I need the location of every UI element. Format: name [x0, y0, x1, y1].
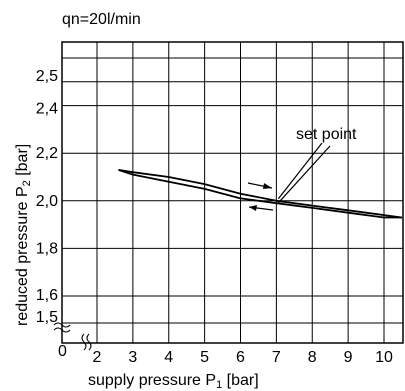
series-line: [118, 169, 403, 219]
plot-grid: [53, 41, 404, 351]
plot-frame: [61, 41, 404, 344]
x-tick-labels: 2 3 4 5 6 7 8 9 10: [93, 349, 393, 366]
y-tick-label: 2,0: [36, 193, 58, 210]
x-tick-label: 9: [344, 349, 353, 366]
x-axis-label: supply pressure P1 [bar]: [88, 372, 259, 391]
x-tick-label: 10: [375, 349, 393, 366]
y-tick-labels: 1,5 1,6 1,8 2,0 2,2 2,4 2,5: [36, 68, 58, 326]
y-tick-label: 2,4: [36, 101, 58, 118]
annotation-group: set point: [247, 126, 357, 211]
series-line: [118, 169, 402, 219]
x-axis-break-icon: [81, 333, 92, 351]
x-tick-label: 3: [128, 349, 137, 366]
x-tick-label: 2: [93, 349, 102, 366]
x-tick-label: 4: [164, 349, 173, 366]
set-point-leader: [277, 145, 331, 204]
origin-label: 0: [58, 343, 67, 360]
x-tick-label: 5: [200, 349, 209, 366]
set-point-leader: [277, 142, 323, 200]
series-group: [118, 169, 403, 219]
x-tick-label: 7: [272, 349, 281, 366]
arrow-right-icon: [263, 183, 272, 189]
y-tick-label: 1,5: [36, 309, 58, 326]
y-tick-label: 2,2: [36, 145, 58, 162]
x-tick-label: 6: [236, 349, 245, 366]
arrow-left-icon: [249, 205, 257, 211]
y-tick-label: 1,6: [36, 287, 58, 304]
y-tick-label: 2,5: [36, 68, 58, 85]
chart-title: qn=20l/min: [62, 11, 141, 28]
y-tick-label: 1,8: [36, 240, 58, 257]
y-axis-break-icon: [53, 322, 71, 333]
set-point-label: set point: [296, 126, 357, 143]
x-tick-label: 8: [308, 349, 317, 366]
y-axis-label: reduced pressure P2 [bar]: [14, 144, 33, 326]
